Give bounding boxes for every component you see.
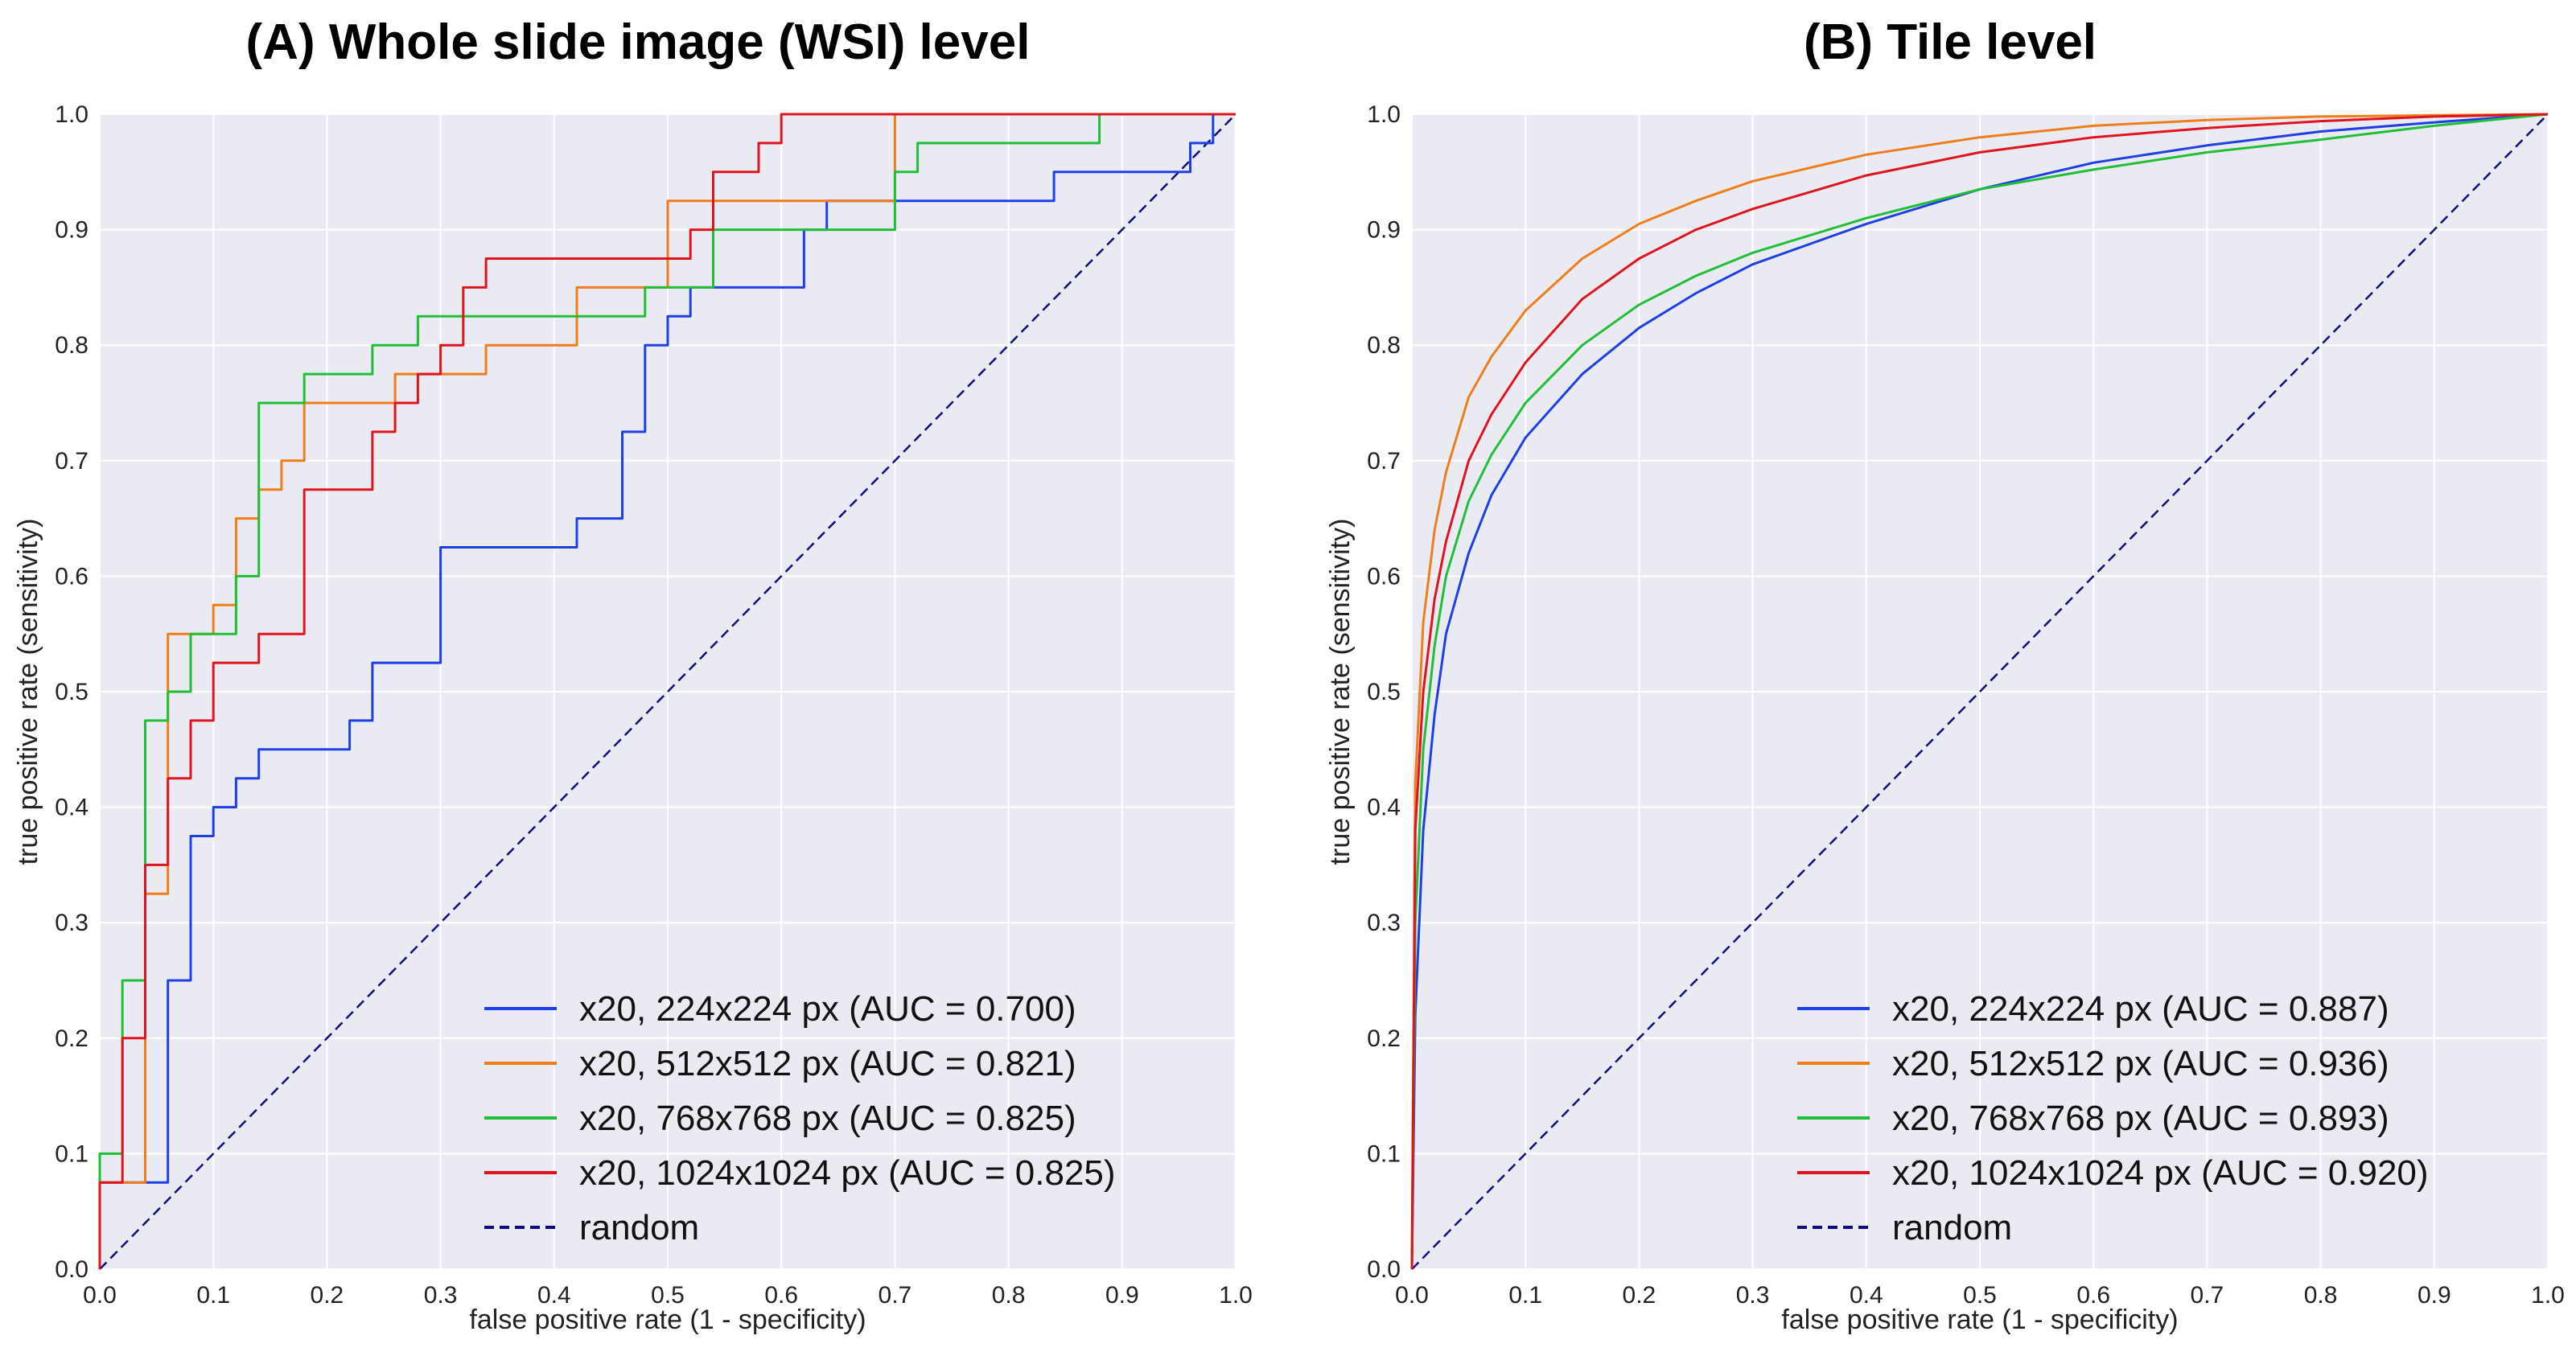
panel-a-xtick-label: 0.0 <box>83 1282 117 1309</box>
panel-a-series-green <box>98 113 1236 1269</box>
panel-b-xtick-label: 0.5 <box>1963 1282 1997 1309</box>
panel-a-ytick-label: 0.9 <box>55 217 88 244</box>
panel-a-ytick-label: 0.5 <box>55 679 88 705</box>
panel-b-xtick-label: 0.3 <box>1736 1282 1770 1309</box>
panel-a-legend-label: x20, 1024x1024 px (AUC = 0.825) <box>579 1153 1116 1193</box>
panel-b-legend-label: random <box>1892 1208 2012 1247</box>
panel-b-ytick-label: 0.3 <box>1367 910 1401 936</box>
panel-a-y-axis-label: true positive rate (sensitivity) <box>13 519 43 865</box>
panel-b-ytick-label: 0.9 <box>1367 217 1401 244</box>
panel-a-series-random <box>99 113 1237 1270</box>
panel-b-ytick-label: 0.8 <box>1367 332 1401 359</box>
panel-b-ytick-label: 0.0 <box>1367 1256 1401 1283</box>
panel-a-legend-label: x20, 224x224 px (AUC = 0.700) <box>579 989 1076 1029</box>
panel-a-ytick-label: 0.7 <box>55 448 88 475</box>
panel-b-tile: (B) Tile level 0.0 0.1 0.2 0.3 0.4 0.5 0.6 0.7 0… <box>1325 14 2565 1335</box>
panel-b-series-blue <box>1410 113 2549 1270</box>
panel-b-legend: x20, 224x224 px (AUC = 0.887) x20, 512x51… <box>1797 989 2429 1247</box>
panel-a-legend-label: random <box>579 1208 699 1247</box>
panel-b-xtick-label: 0.6 <box>2076 1282 2110 1309</box>
panel-b-ytick-label: 0.2 <box>1367 1025 1401 1052</box>
panel-a-xtick-label: 0.6 <box>764 1282 798 1309</box>
panel-b-ytick-label: 0.7 <box>1367 448 1401 475</box>
panel-a-series-blue <box>98 113 1236 1269</box>
panel-a-xtick-label: 0.2 <box>311 1282 344 1309</box>
panel-b-xtick-label: 0.0 <box>1395 1282 1429 1309</box>
panel-a-xtick-label: 0.8 <box>992 1282 1026 1309</box>
panel-b-series-red <box>1410 113 2549 1270</box>
panel-a-x-axis-label: false positive rate (1 - specificity) <box>469 1305 866 1335</box>
panel-a-ytick-label: 0.4 <box>55 795 88 821</box>
panel-b-legend-label: x20, 224x224 px (AUC = 0.887) <box>1892 989 2389 1029</box>
panel-b-xtick-label: 0.4 <box>1850 1282 1883 1309</box>
panel-b-x-axis-label: false positive rate (1 - specificity) <box>1781 1305 2178 1335</box>
panel-a-ytick-label: 0.3 <box>55 910 88 936</box>
panel-a-xtick-label: 0.1 <box>196 1282 230 1309</box>
panel-b-xtick-label: 0.8 <box>2304 1282 2338 1309</box>
panel-b-legend-label: x20, 768x768 px (AUC = 0.893) <box>1892 1099 2389 1138</box>
panel-b-ytick-label: 1.0 <box>1367 101 1401 128</box>
panel-b-legend-label: x20, 1024x1024 px (AUC = 0.920) <box>1892 1153 2429 1193</box>
panel-a-series-red <box>98 113 1236 1269</box>
panel-b-series-random <box>1411 113 2549 1270</box>
panel-a-ytick-label: 0.6 <box>55 563 88 590</box>
panel-a-xtick-label: 0.3 <box>424 1282 458 1309</box>
panel-b-legend-label: x20, 512x512 px (AUC = 0.936) <box>1892 1044 2389 1083</box>
panel-a-wsi: (A) Whole slide image (WSI) level 0.0 0.1… <box>13 14 1253 1335</box>
panel-a-xtick-label: 0.7 <box>879 1282 912 1309</box>
panel-b-ytick-label: 0.4 <box>1367 795 1401 821</box>
panel-a-ytick-label: 0.1 <box>55 1140 88 1167</box>
panel-b-ytick-label: 0.6 <box>1367 563 1401 590</box>
panel-b-xtick-label: 0.7 <box>2191 1282 2224 1309</box>
panel-a-xtick-label: 1.0 <box>1219 1282 1253 1309</box>
panel-b-xtick-label: 1.0 <box>2531 1282 2565 1309</box>
panel-b-xtick-label: 0.1 <box>1508 1282 1542 1309</box>
panel-b-title: (B) Tile level <box>1804 14 2097 70</box>
panel-a-legend-label: x20, 768x768 px (AUC = 0.825) <box>579 1099 1076 1138</box>
panel-b-xtick-label: 0.2 <box>1623 1282 1656 1309</box>
panel-a-ytick-label: 0.2 <box>55 1025 88 1052</box>
panel-b-ytick-label: 0.5 <box>1367 679 1401 705</box>
panel-a-legend-label: x20, 512x512 px (AUC = 0.821) <box>579 1044 1076 1083</box>
panel-b-ytick-label: 0.1 <box>1367 1140 1401 1167</box>
panel-b-series-orange <box>1410 113 2549 1270</box>
panel-b-series-green <box>1410 113 2549 1270</box>
panel-b-xtick-label: 0.9 <box>2418 1282 2451 1309</box>
panel-a-ytick-label: 1.0 <box>55 101 88 128</box>
panel-a-ytick-label: 0.8 <box>55 332 88 359</box>
panel-a-ytick-label: 0.0 <box>55 1256 88 1283</box>
panel-a-xtick-label: 0.5 <box>651 1282 685 1309</box>
panel-a-title: (A) Whole slide image (WSI) level <box>246 14 1031 70</box>
panel-a-legend: x20, 224x224 px (AUC = 0.700) x20, 512x51… <box>484 989 1116 1247</box>
panel-b-y-axis-label: true positive rate (sensitivity) <box>1325 519 1356 865</box>
panel-a-xtick-label: 0.4 <box>537 1282 571 1309</box>
panel-a-xtick-label: 0.9 <box>1105 1282 1139 1309</box>
